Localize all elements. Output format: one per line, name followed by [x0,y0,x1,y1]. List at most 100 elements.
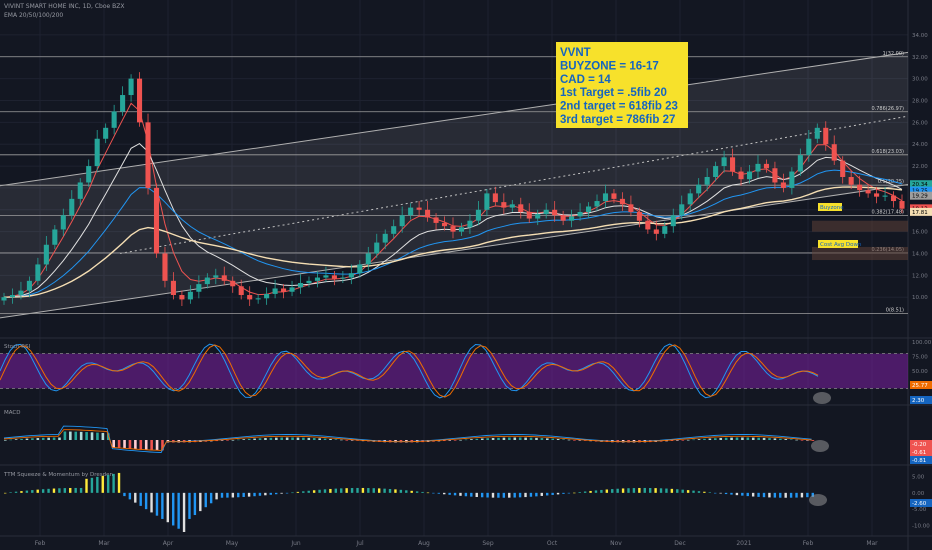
macd-histogram-bar [719,437,723,440]
candle-body [687,193,693,205]
candle-body [738,171,744,180]
macd-histogram-bar [112,440,115,448]
candle-body [594,201,600,207]
candle-body [357,264,363,274]
ttm-histogram-bar [117,472,121,493]
ttm-histogram-bar [556,492,560,495]
ttm-histogram-bar [220,492,224,498]
macd-histogram-bar [128,440,132,449]
ttm-histogram-bar [464,492,468,497]
candle-body [306,280,312,284]
price-tag-label: 17.81 [912,210,928,216]
time-tick-label: Apr [163,540,174,547]
macd-histogram-bar [800,440,804,441]
candle-body [823,127,829,145]
buyzone-label-text: Buyzone [820,205,844,211]
macd-histogram-bar [546,438,549,440]
candle-body [763,163,769,169]
candle-body [416,207,422,210]
ttm-histogram-bar [437,492,440,494]
ttm-tick: 5.00 [912,475,925,481]
ttm-histogram-bar [762,492,766,498]
macd-histogram-bar [480,438,484,440]
ttm-histogram-bar [69,487,72,493]
candle-body [399,215,405,227]
buyzone-rect [812,220,908,232]
ttm-histogram-bar [502,492,506,498]
annotation-line: VVNT [560,47,591,59]
price-tick-label: 26.00 [912,120,928,126]
candle-body [535,214,541,219]
ttm-histogram-bar [686,490,690,493]
macd-value-tag [910,448,932,456]
candles [1,72,905,306]
ttm-histogram-bar [751,492,755,497]
ttm-histogram-bar [589,490,592,493]
macd-histogram-bar [253,438,256,440]
macd-title: MACD [4,410,21,416]
ttm-squeeze-pane[interactable]: TTM Squeeze & Momentum by Dresden 5.00 0.0… [3,472,932,532]
candle-body [77,182,83,199]
ttm-histogram-bar [334,488,338,493]
ttm-histogram-bar [79,487,83,493]
macd-histogram-bar [312,438,316,440]
candle-body [645,220,651,230]
macd-pane[interactable]: MACD -0.20 -0.61 -0.81 [3,410,932,464]
candle-body [857,184,863,191]
candle-body [365,253,371,265]
ttm-histogram-bar [85,478,88,493]
ttm-histogram-bar [388,488,392,493]
macd-histogram-bar [708,438,712,440]
ttm-histogram-bar [231,492,235,498]
ttm-histogram-bar [410,490,413,493]
macd-histogram-bar [562,439,565,440]
channel-upper-line [0,51,909,187]
ttm-histogram-bar [372,488,375,493]
ttm-histogram-bar [578,492,581,493]
ttm-histogram-bar [659,488,663,493]
candle-body [552,209,558,216]
candle-body [247,295,253,300]
ttm-histogram-bar [480,492,484,498]
ttm-highlight [809,494,827,506]
ttm-histogram-bar [101,475,104,493]
macd-histogram-bar [161,440,164,451]
candle-body [509,204,515,208]
time-tick-label: Mar [98,540,110,547]
time-tick-label: Aug [418,540,430,547]
ttm-histogram-bar [96,476,99,493]
macd-histogram-bar [529,437,533,440]
ttm-histogram-bar [681,489,684,493]
candle-body [9,295,16,298]
macd-histogram-bar [329,438,332,440]
macd-signal-line [3,429,812,451]
macd-histogram-bar [724,437,728,440]
candle-body [662,226,668,234]
price-tick-label: 30.00 [912,77,928,83]
ttm-histogram-bar [155,492,159,516]
time-tick-label: 2021 [736,540,751,547]
price-tag [910,186,932,195]
stoch-band [0,353,908,389]
candle-body [289,287,295,292]
macd-value-label: -0.61 [912,450,926,456]
time-tick-label: Feb [35,540,46,547]
buyzone-label: Buyzone [818,203,844,211]
candle-body [840,160,846,177]
ttm-histogram-bar [405,490,408,493]
ttm-histogram-bar [573,492,576,494]
ttm-histogram-bar [621,488,625,493]
candle-body [43,244,49,265]
ttm-histogram-bar [361,487,365,493]
ttm-histogram-bar [768,492,771,498]
ttm-histogram-bar [562,492,565,494]
candle-body [848,177,854,185]
ttm-histogram-bar [535,492,538,497]
price-tick-label: 10.00 [912,295,928,301]
candle-body [60,215,66,230]
ttm-histogram-bar [25,490,29,493]
candle-body [611,193,617,199]
